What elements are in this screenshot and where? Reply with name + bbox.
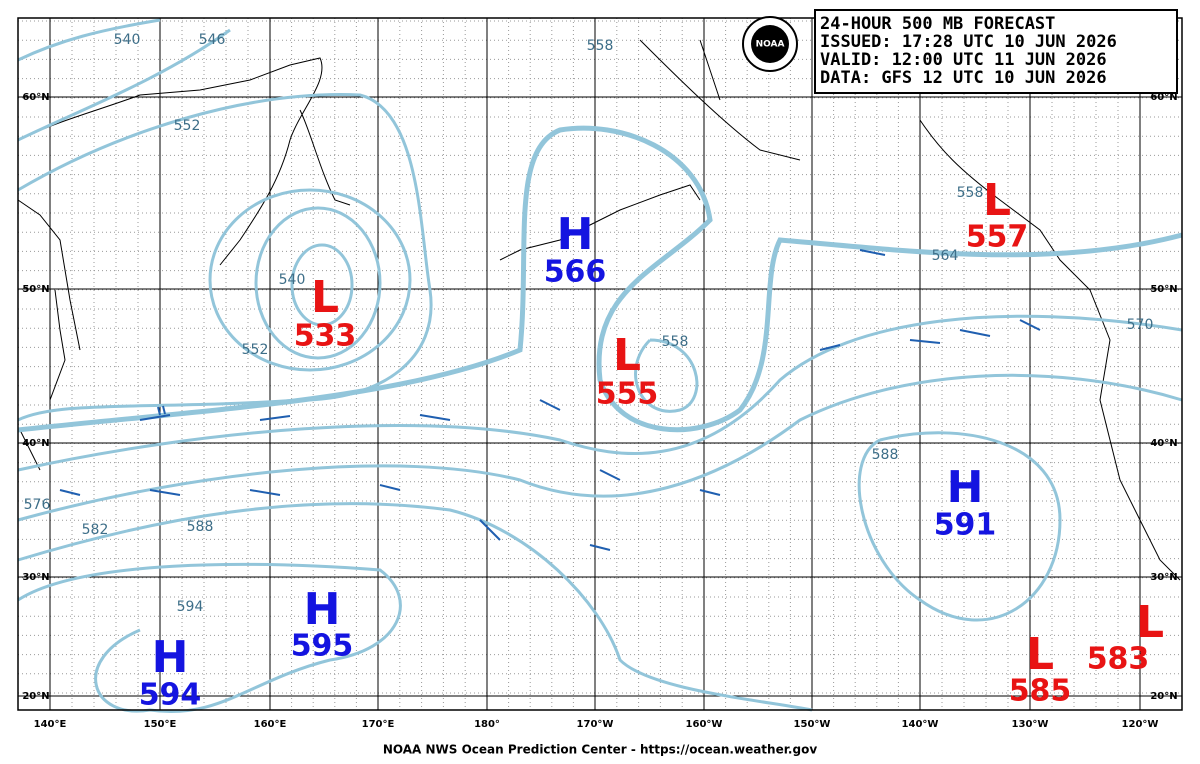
footer: NOAA NWS Ocean Prediction Center - https… [383,743,817,757]
lat-label: 30°N [22,572,49,583]
lon-label-box [575,716,615,730]
contour-label: 588 [872,447,899,463]
contour-label: 540 [279,272,306,288]
lat-label: 20°N [22,691,49,702]
center-value: 595 [291,629,354,664]
lon-label: 130°W [1012,719,1049,730]
contour-label: 552 [242,342,269,358]
contour-label: 564 [932,248,959,264]
lon-label: 150°E [144,719,177,730]
lat-label: 20°N [1150,691,1177,702]
lat-label: 40°N [1150,438,1177,449]
lon-label: 150°W [794,719,831,730]
wind-barbs [59,249,1041,551]
lat-label: 50°N [22,284,49,295]
header-line: ISSUED: 17:28 UTC 10 JUN 2026 [820,32,1117,52]
labels: 140°E 150°E 160°E 170°E 180° 170°W 160°W 150°W 1… [22,32,1178,730]
header-line: 24-HOUR 500 MB FORECAST [820,14,1055,34]
lon-label-box [250,716,290,730]
contour-label: 594 [177,599,204,615]
center-symbol: L [613,330,641,381]
coastlines [17,39,1181,581]
lon-label-box [792,716,832,730]
center-symbol: L [1026,629,1054,680]
center-symbol: H [947,462,984,513]
lon-label-box [467,716,507,730]
header-box [814,9,1178,94]
center-value: 583 [1087,642,1150,677]
header-line: VALID: 12:00 UTC 11 JUN 2026 [820,50,1107,70]
contour-label: 558 [662,334,689,350]
lat-label: 40°N [22,438,49,449]
header-line: DATA: GFS 12 UTC 10 JUN 2026 [820,68,1107,88]
lon-label: 180° [474,719,500,730]
lon-label-box [30,716,70,730]
center-value: 533 [294,319,357,354]
contours [17,18,1183,713]
center-value: 594 [139,678,202,713]
center-symbol: L [983,175,1011,226]
lon-label: 140°E [34,719,67,730]
lat-label: 50°N [1150,284,1177,295]
contour-label: 582 [82,522,109,538]
lon-label-box [684,716,724,730]
contour-label: 570 [1127,317,1154,333]
lon-label-box [900,716,940,730]
contour-label: 546 [199,32,226,48]
contour-label: 558 [957,185,984,201]
lat-label: 30°N [1150,572,1177,583]
center-symbol: H [557,209,594,260]
lon-label-box [1120,716,1160,730]
lon-label: 160°W [686,719,723,730]
logo-text: NOAA [756,40,785,50]
noaa-logo: NOAA [742,16,798,72]
center-value: 557 [966,220,1029,255]
lon-label: 140°W [902,719,939,730]
lon-label-box [358,716,398,730]
center-symbol: H [152,632,189,683]
center-symbol: L [311,272,339,323]
lon-label-box [1010,716,1050,730]
contour-label: 540 [114,32,141,48]
map-frame [17,17,1183,711]
lat-label: 60°N [22,92,49,103]
contour-label: 558 [587,38,614,54]
lon-label: 120°W [1122,719,1159,730]
lat-label: 60°N [1150,92,1177,103]
contour-label: 588 [187,519,214,535]
lon-label: 170°W [577,719,614,730]
center-symbol: H [304,584,341,635]
lon-label: 160°E [254,719,287,730]
center-value: 555 [596,377,659,412]
contour-label: 576 [24,497,51,513]
center-value: 566 [544,255,607,290]
center-value: 585 [1009,674,1072,709]
contour-label: 552 [174,118,201,134]
grid [18,18,1182,710]
lon-label: 170°E [362,719,395,730]
center-value: 591 [934,508,997,543]
lon-label-box [140,716,180,730]
center-symbol: L [1136,597,1164,648]
